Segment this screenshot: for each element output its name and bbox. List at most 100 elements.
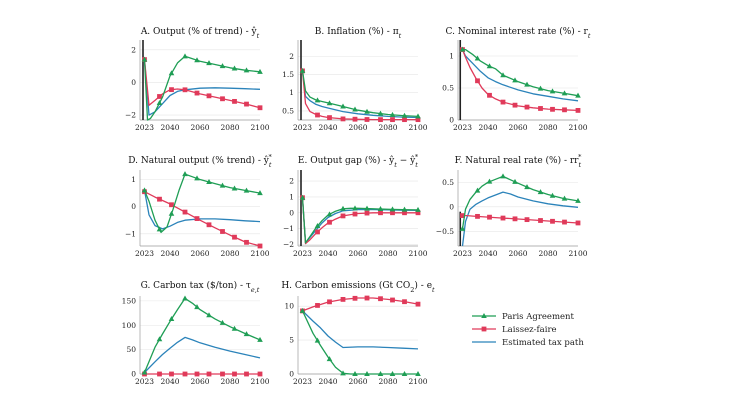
marker-laissez-faire [169,371,174,377]
marker-laissez-faire [194,371,200,377]
marker-paris [206,60,212,66]
y-tick-label: 1 [449,52,454,61]
marker-paris [243,331,250,337]
marker-paris [377,206,384,212]
y-tick-label: −1 [283,224,294,233]
series-line-paris-agreement [143,173,261,234]
marker-paris [459,225,466,231]
marker-paris [231,65,238,71]
marker-paris [168,210,175,216]
y-tick-label: 5 [289,336,294,345]
marker-paris [377,110,384,116]
marker-laissez-faire [206,222,212,228]
series-line-estimated-tax-path [302,310,419,350]
marker-paris [141,187,148,193]
marker-laissez-faire [500,99,506,105]
marker-laissez-faire [157,94,162,99]
marker-paris [314,337,321,343]
series-line-laissez-faire [462,214,579,224]
marker-paris [415,371,421,376]
marker-paris [500,173,506,179]
marker-paris [401,371,408,376]
panel-title: E. Output gap (%) - ŷt − ŷt* [298,153,419,169]
marker-paris [364,205,370,211]
marker-laissez-faire [257,371,263,377]
y-tick-label: 0.5 [282,106,294,115]
series-line-paris-agreement [462,48,579,97]
marker-laissez-faire [562,219,567,225]
marker-paris [340,370,346,376]
panel-title: F. Natural real rate (%) - rrt* [455,153,582,169]
marker-paris [219,63,226,69]
marker-laissez-faire [352,116,358,122]
x-tick-label: 2100 [568,249,587,258]
y-tick-label: 0.5 [442,178,454,187]
marker-laissez-faire [524,104,530,110]
series-line-paris-agreement [301,197,419,244]
marker-laissez-faire [390,210,395,216]
marker-paris [231,325,238,331]
marker-laissez-faire [524,217,530,223]
marker-paris [537,85,544,91]
x-tick-label: 2060 [190,123,209,132]
y-tick-label: 1 [131,175,136,184]
y-tick-label: 0 [131,78,136,87]
series-line-estimated-tax-path [143,190,261,230]
marker-laissez-faire [415,117,421,123]
x-tick-label: 2060 [348,377,367,386]
series-line-laissez-faire [461,49,579,112]
marker-paris [401,112,408,118]
x-tick-label: 2040 [160,377,179,386]
marker-laissez-faire [157,371,162,377]
marker-laissez-faire [512,216,518,222]
marker-paris [389,371,396,376]
marker-paris [243,187,250,193]
marker-laissez-faire [220,371,225,377]
marker-laissez-faire [232,98,237,104]
marker-laissez-faire [390,117,395,123]
marker-laissez-faire [157,196,162,202]
series-line-estimated-tax-path [143,59,261,116]
marker-laissez-faire [378,117,383,123]
series-line-paris-agreement [301,70,419,118]
marker-laissez-faire [206,371,212,377]
marker-laissez-faire [512,102,518,108]
marker-laissez-faire [244,239,249,245]
marker-paris [156,100,163,106]
x-tick-label: 2040 [160,123,179,132]
marker-laissez-faire [378,296,383,302]
x-tick-label: 2023 [135,123,154,132]
marker-paris [326,211,333,217]
marker-laissez-faire [315,229,320,235]
series-line-estimated-tax-path [461,49,579,102]
marker-laissez-faire [562,107,567,113]
marker-paris [299,194,306,200]
x-tick-label: 2060 [190,249,209,258]
marker-paris [206,178,212,184]
marker-laissez-faire [315,112,320,118]
marker-laissez-faire [390,297,395,303]
marker-paris [389,111,396,117]
x-tick-label: 2060 [348,123,367,132]
series-line-estimated-tax-path [301,197,419,244]
legend-label: Laissez-faire [502,325,557,335]
marker-paris [364,371,370,376]
y-tick-label: 0 [289,370,294,379]
x-tick-label: 2080 [538,123,557,132]
x-tick-label: 2023 [293,377,312,386]
marker-paris [257,336,263,342]
legend: Paris Agreement Laissez-faire Estimated ta… [472,312,584,348]
x-tick-label: 2060 [508,123,527,132]
x-tick-label: 2023 [293,123,312,132]
marker-paris [231,185,238,191]
x-tick-label: 2040 [478,123,497,132]
marker-paris [257,190,263,196]
marker-paris [340,205,346,211]
marker-laissez-faire [460,213,465,218]
marker-paris [486,178,493,184]
marker-laissez-faire [550,218,555,224]
y-tick-label: 0.5 [442,84,454,93]
marker-paris [194,304,200,310]
